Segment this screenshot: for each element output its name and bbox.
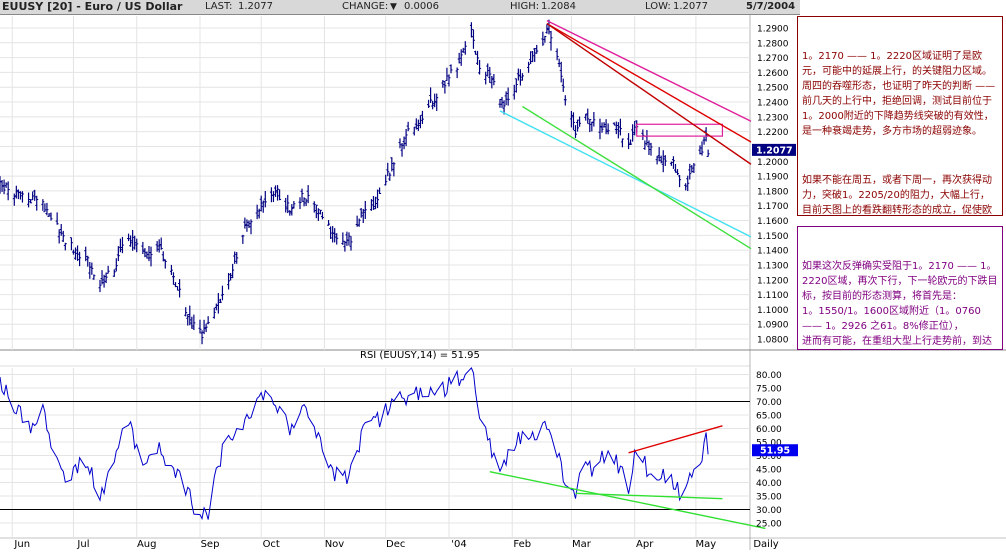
analysis-note-targets: 如果这次反弹确实受阻于1。2170 —— 1。2220区域，再次下行，下一轮欧元… [797,226,1003,350]
rsi-tick-label: 35.00 [756,493,782,503]
month-label: Feb [513,539,531,550]
low-value: 1.2077 [673,1,708,12]
rsi-tick-label: 60.00 [756,425,782,435]
price-tick-label: 1.2900 [757,25,789,35]
red-price-trendline [546,22,752,143]
price-tick-label: 1.1000 [757,306,789,316]
price-tick-label: 1.1400 [757,247,789,257]
price-tick-label: 1.2200 [757,128,789,138]
green-price-trendline [522,105,752,250]
magenta-price-trendline [546,19,752,122]
rsi_green-rsi-trendline [575,492,723,500]
price-tick-label: 1.1800 [757,187,789,197]
month-label: May [696,539,717,550]
month-label: Mar [572,539,592,550]
rsi-tick-label: 65.00 [756,412,782,422]
price-tick-label: 1.2500 [757,84,789,94]
rsi-layer [0,366,766,530]
month-label: Nov [325,539,345,550]
note2-paragraph: 如果这次反弹确实受阻于1。2170 —— 1。2220区域，再次下行，下一轮欧元… [802,261,998,347]
rsi_green-rsi-trendline [489,471,766,530]
month-label: Oct [263,539,280,550]
month-label: Dec [386,539,405,550]
month-label: Aug [137,539,157,550]
price-tick-label: 1.2800 [757,39,789,49]
rsi-tick-label: 25.00 [756,520,782,530]
month-label: Apr [636,539,654,550]
rsi-tick-label: 40.00 [756,479,782,489]
price-tick-label: 1.0800 [757,336,789,346]
price-tick-label: 1.2400 [757,99,789,109]
price-tick-label: 1.2300 [757,113,789,123]
analysis-note-resistance: 1。2170 —— 1。2220区域证明了是欧元，可能中的延展上行，的关键阻力区… [797,16,1003,216]
price-tick-label: 1.1900 [757,173,789,183]
price-tick-label: 1.1200 [757,276,789,286]
rsi-tick-label: 30.00 [756,506,782,516]
last-value: 1.2077 [238,1,273,12]
change-value: 0.0006 [404,1,439,12]
change-label: CHANGE: [342,1,389,12]
rsi-tick-label: 55.00 [756,439,782,449]
month-label: Jul [76,539,89,550]
month-label: Sep [201,539,220,550]
month-label: Jun [13,539,30,550]
price-tick-label: 1.1700 [757,202,789,212]
month-label: '04 [451,539,466,550]
axis-layer: 1.0800 1.0900 1.1000 1.1100 1.1200 1.1300 1.14… [13,25,798,550]
rsi-tick-label: 45.00 [756,466,782,476]
rsi-tick-label: 80.00 [756,371,782,381]
rsi-line [0,366,709,521]
low-label: LOW: [645,1,671,12]
change-down-icon: ▼ [390,2,397,12]
last-price-box [752,143,796,156]
rsi-tick-label: 50.00 [756,452,782,462]
last-price-label: 1.2077 [756,145,793,156]
dark_red-price-trendline [546,22,752,165]
price-tick-label: 1.1600 [757,217,789,227]
last-label: LAST: [205,1,233,12]
price-tick-label: 1.1500 [757,232,789,242]
chart-header-bar: EUUSY [20] - Euro / US Dollar LAST: 1.20… [0,0,800,15]
symbol-title: EUUSY [20] - Euro / US Dollar [2,0,183,13]
price-tick-label: 1.2600 [757,69,789,79]
note1-paragraph-1: 1。2170 —— 1。2220区域证明了是欧元，可能中的延展上行，的关键阻力区… [802,51,999,137]
last-rsi-label: 51.95 [760,446,790,457]
price-tick-label: 1.2000 [757,158,789,168]
rsi-tick-label: 70.00 [756,398,782,408]
price-layer [0,19,752,345]
rsi-tick-label: 75.00 [756,385,782,395]
note1-paragraph-2: 如果不能在周五，或者下周一，再次获得动力，突破1。2205/20的阻力，大幅上行… [802,175,992,216]
rsi-title: RSI (EUUSY,14) = 51.95 [360,350,480,361]
price-tick-label: 1.1300 [757,261,789,271]
high-value: 1.2084 [541,1,576,12]
grid-layer [0,14,1006,550]
price-tick-label: 1.0900 [757,321,789,331]
price-tick-label: 1.2700 [757,54,789,64]
cyan-price-trendline [499,110,752,238]
high-label: HIGH: [510,1,540,12]
date-label: 5/7/2004 [746,1,796,12]
price-tick-label: 1.1100 [757,291,789,301]
last-rsi-box [752,444,798,457]
rsi_red-rsi-trendline [628,425,723,454]
month-label: Daily [753,539,778,550]
resistance-zone [636,123,724,137]
